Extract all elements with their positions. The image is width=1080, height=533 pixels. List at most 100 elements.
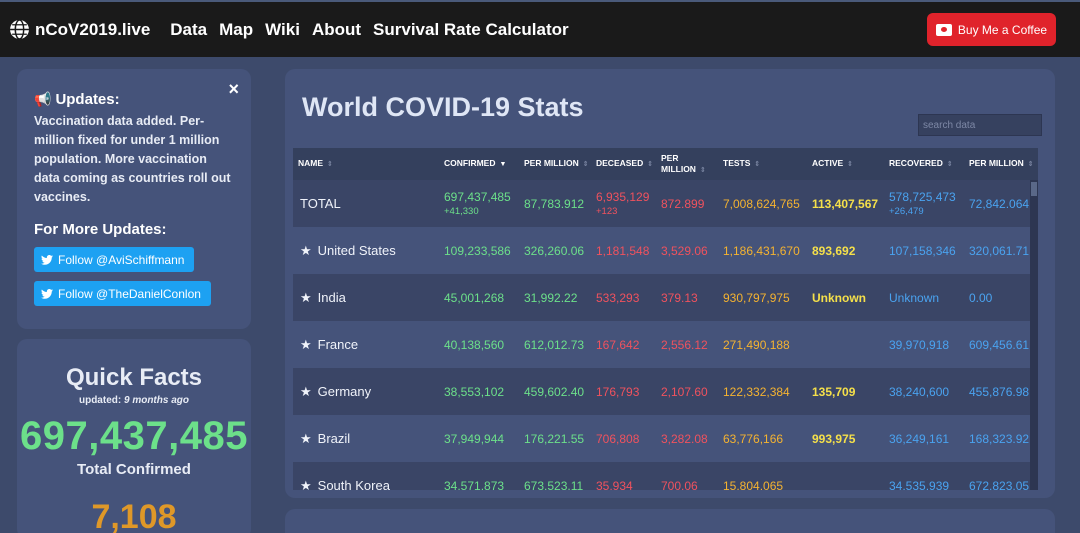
header-confirmed[interactable]: CONFIRMED ▼: [444, 158, 507, 168]
nav-link-survival-calculator[interactable]: Survival Rate Calculator: [373, 19, 569, 39]
recovered-value: 39,970,918: [889, 337, 950, 352]
follow-daniel-button[interactable]: Follow @TheDanielConlon: [34, 281, 211, 306]
deceased-per-million-value: 3,529.06: [661, 243, 708, 258]
header-deceased-per-million[interactable]: PER MILLION ⇕: [661, 152, 706, 174]
tests-value: 7,008,624,765: [723, 196, 800, 211]
cell-country-name: ★ South Korea: [293, 462, 439, 491]
cell-confirmed-per-million: 326,260.06: [519, 227, 591, 274]
header-active[interactable]: ACTIVE ⇕: [812, 158, 854, 168]
next-fact-value: 7,108: [91, 498, 177, 533]
cell-confirmed-per-million: 673,523.11: [519, 462, 591, 491]
confirmed-value: 45,001,268: [444, 290, 505, 305]
close-icon[interactable]: ×: [228, 79, 239, 99]
active-value: 135,709: [812, 384, 856, 399]
confirmed-value: 109,233,586: [444, 243, 511, 258]
brand-title: nCoV2019.live: [35, 19, 151, 39]
tests-value: 15,804,065: [723, 478, 784, 491]
confirmed-per-million-value: 176,221.55: [524, 431, 585, 446]
active-value: Unknown: [812, 290, 866, 305]
cell-deceased: 706,808: [591, 415, 656, 462]
table-row[interactable]: ★ France 40,138,560 612,012.73 167,642 2,556.…: [293, 321, 1038, 368]
twitter-icon: [41, 254, 53, 265]
active-value: 893,692: [812, 243, 856, 258]
confirmed-value: 697,437,485: [444, 190, 511, 204]
search-input[interactable]: [918, 114, 1042, 136]
cell-tests: 271,490,188: [718, 321, 807, 368]
megaphone-icon: 📢: [34, 91, 52, 107]
recovered-per-million-value: 72,842.064: [969, 196, 1030, 211]
header-name[interactable]: NAME ⇕: [298, 158, 333, 168]
cell-confirmed-per-million: 87,783.912: [519, 180, 591, 227]
updates-panel: × 📢 Updates: Vaccination data added. Per…: [17, 69, 251, 329]
confirmed-value: 38,553,102: [444, 384, 505, 399]
cell-deceased-per-million: 3,282.08: [656, 415, 718, 462]
follow-avi-button[interactable]: Follow @AviSchiffmann: [34, 247, 195, 272]
header-recovered-per-million[interactable]: PER MILLION ⇕: [969, 158, 1034, 168]
recovered-value: Unknown: [889, 290, 940, 305]
cell-deceased-per-million: 2,107.60: [656, 368, 718, 415]
cell-deceased-per-million: 2,556.12: [656, 321, 718, 368]
navbar: nCoV2019.live Data Map Wiki About Surviv…: [0, 0, 1080, 57]
table-row[interactable]: ★ Brazil 37,949,944 176,221.55 706,808 3,282.…: [293, 415, 1038, 462]
nav-link-data[interactable]: Data: [170, 19, 208, 39]
confirmed-per-million-value: 673,523.11: [524, 478, 584, 491]
cell-recovered: 38,240,600: [884, 368, 964, 415]
total-confirmed-value: 697,437,485: [20, 414, 248, 458]
nav-links: Data Map Wiki About Survival Rate Calcul…: [170, 20, 580, 40]
cell-recovered: 39,970,918: [884, 321, 964, 368]
cell-deceased: 167,642: [591, 321, 656, 368]
table-row[interactable]: ★ South Korea 34,571,873 673,523.11 35,934 70…: [293, 462, 1038, 490]
cell-country-name: TOTAL: [293, 180, 439, 227]
cell-deceased: 1,181,548: [591, 227, 656, 274]
star-icon[interactable]: ★: [300, 430, 312, 446]
buy-me-a-coffee-button[interactable]: Buy Me a Coffee: [927, 13, 1056, 46]
table-scrollbar-thumb[interactable]: [1031, 182, 1037, 196]
deceased-per-million-value: 700.06: [661, 478, 698, 491]
deceased-value: 706,808: [596, 431, 640, 446]
header-confirmed-per-million[interactable]: PER MILLION ⇕: [524, 158, 589, 168]
table-row[interactable]: TOTAL 697,437,485 +41,330 87,783.912 6,935,1…: [293, 180, 1038, 227]
cell-recovered-per-million: 455,876.98: [964, 368, 1038, 415]
stats-table: NAME ⇕ CONFIRMED ▼ PER MILLION ⇕ DECEASED ⇕ …: [293, 148, 1038, 490]
confirmed-value: 34,571,873: [444, 478, 505, 491]
deceased-value: 167,642: [596, 337, 640, 352]
cell-confirmed: 34,571,873: [439, 462, 519, 491]
confirmed-per-million-value: 459,602.40: [524, 384, 585, 399]
star-icon[interactable]: ★: [300, 242, 312, 258]
nav-link-wiki[interactable]: Wiki: [265, 19, 300, 39]
cell-deceased: 533,293: [591, 274, 656, 321]
cell-tests: 1,186,431,670: [718, 227, 807, 274]
table-scrollbar[interactable]: [1030, 180, 1038, 490]
recovered-per-million-value: 455,876.98: [969, 384, 1030, 399]
cell-deceased-per-million: 872.899: [656, 180, 718, 227]
star-icon[interactable]: ★: [300, 289, 312, 305]
cell-confirmed-per-million: 31,992.22: [519, 274, 591, 321]
table-header-row: NAME ⇕ CONFIRMED ▼ PER MILLION ⇕ DECEASED ⇕ …: [293, 148, 1038, 180]
cell-country-name: ★ United States: [293, 227, 439, 274]
star-icon[interactable]: ★: [300, 477, 312, 491]
nav-link-about[interactable]: About: [311, 19, 362, 39]
cell-active: 993,975: [807, 415, 884, 462]
quick-facts-title: Quick Facts: [65, 364, 203, 391]
table-row[interactable]: ★ India 45,001,268 31,992.22 533,293 379.13 93…: [293, 274, 1038, 321]
tests-value: 271,490,188: [723, 337, 790, 352]
table-row[interactable]: ★ United States 109,233,586 326,260.06 1,181…: [293, 227, 1038, 274]
nav-link-map[interactable]: Map: [219, 19, 254, 39]
recovered-new-value: +26,479: [889, 206, 924, 217]
follow-daniel-label: Follow @TheDanielConlon: [58, 286, 201, 301]
star-icon[interactable]: ★: [300, 336, 312, 352]
header-tests[interactable]: TESTS ⇕: [723, 158, 761, 168]
table-row[interactable]: ★ Germany 38,553,102 459,602.40 176,793 2,107…: [293, 368, 1038, 415]
cell-confirmed: 697,437,485 +41,330: [439, 180, 519, 227]
star-icon[interactable]: ★: [300, 383, 312, 399]
updates-heading: 📢 Updates:: [34, 91, 234, 108]
cell-tests: 15,804,065: [718, 462, 807, 491]
brand-link[interactable]: nCoV2019.live: [9, 19, 150, 40]
confirmed-per-million-value: 31,992.22: [524, 290, 578, 305]
recovered-per-million-value: 672,823.05: [969, 478, 1030, 491]
header-recovered[interactable]: RECOVERED ⇕: [889, 158, 953, 168]
country-name-value: United States: [317, 242, 396, 258]
cell-active: 135,709: [807, 368, 884, 415]
header-deceased[interactable]: DECEASED ⇕: [596, 158, 654, 168]
deceased-per-million-value: 3,282.08: [661, 431, 708, 446]
